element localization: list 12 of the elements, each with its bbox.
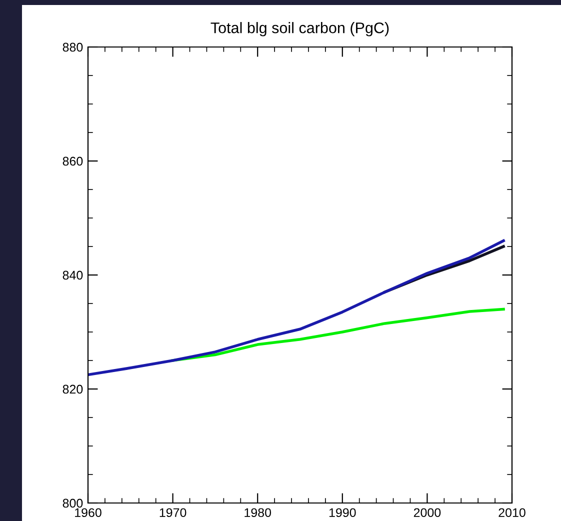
- y-tick-label: 820: [62, 384, 83, 394]
- y-tick-label: 800: [62, 498, 83, 508]
- y-tick-label: 860: [62, 156, 83, 166]
- x-tick-label: 1970: [160, 508, 186, 518]
- x-tick-label: 2000: [414, 508, 441, 518]
- y-tick-label: 880: [62, 42, 83, 52]
- x-tick-label: 2010: [498, 508, 526, 518]
- y-tick-label: 840: [62, 270, 83, 280]
- x-tick-label: 1980: [244, 508, 272, 518]
- chart-title: Total blg soil carbon (PgC): [210, 22, 389, 36]
- x-tick-label: 1960: [75, 508, 102, 518]
- x-tick-label: 1990: [329, 508, 356, 518]
